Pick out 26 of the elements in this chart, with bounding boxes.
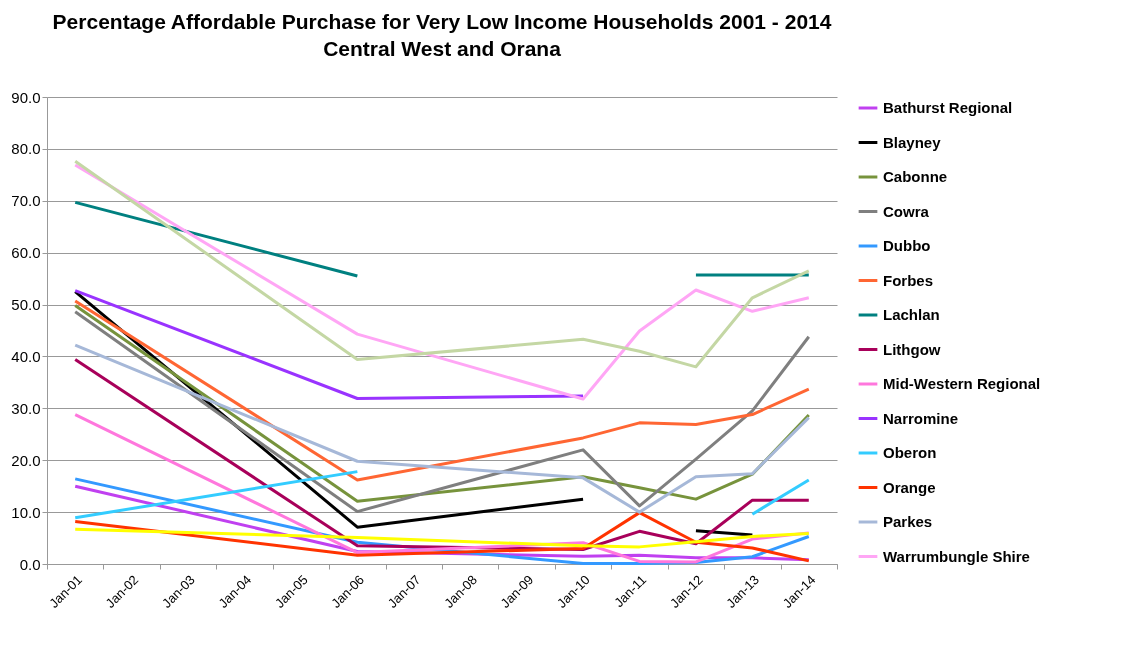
y-tick-label: 80.0 [11, 140, 41, 158]
legend-label: Mid-Western Regional [883, 375, 1041, 392]
legend-label: Orange [883, 478, 936, 496]
y-tick-label: 60.0 [11, 244, 41, 262]
legend-label: Narromine [883, 409, 959, 427]
y-tick-label: 90.0 [11, 88, 41, 106]
y-tick-label: 50.0 [11, 296, 41, 314]
legend-label: Cabonne [883, 168, 948, 185]
chart-title: Percentage Affordable Purchase for Very Low Income Households 2001 - 2014 [52, 10, 832, 33]
chart-subtitle: Central West and Orana [323, 37, 562, 60]
legend-label: Bathurst Regional [883, 99, 1013, 116]
y-tick-label: 40.0 [11, 347, 41, 365]
y-tick-label: 0.0 [19, 555, 41, 573]
legend-label: Lithgow [883, 340, 941, 358]
legend-label: Blayney [883, 133, 942, 151]
legend-label: Forbes [883, 271, 934, 289]
y-tick-label: 30.0 [11, 399, 41, 417]
legend-label: Cowra [883, 202, 930, 220]
y-tick-label: 20.0 [11, 451, 41, 469]
legend-label: Dubbo [883, 237, 931, 254]
legend-label: Lachlan [883, 306, 940, 323]
legend-label: Oberon [883, 444, 937, 461]
y-tick-label: 70.0 [11, 192, 41, 210]
legend-label: Parkes [883, 513, 933, 530]
legend-label: Warrumbungle Shire [883, 547, 1030, 565]
y-tick-label: 10.0 [11, 503, 41, 521]
